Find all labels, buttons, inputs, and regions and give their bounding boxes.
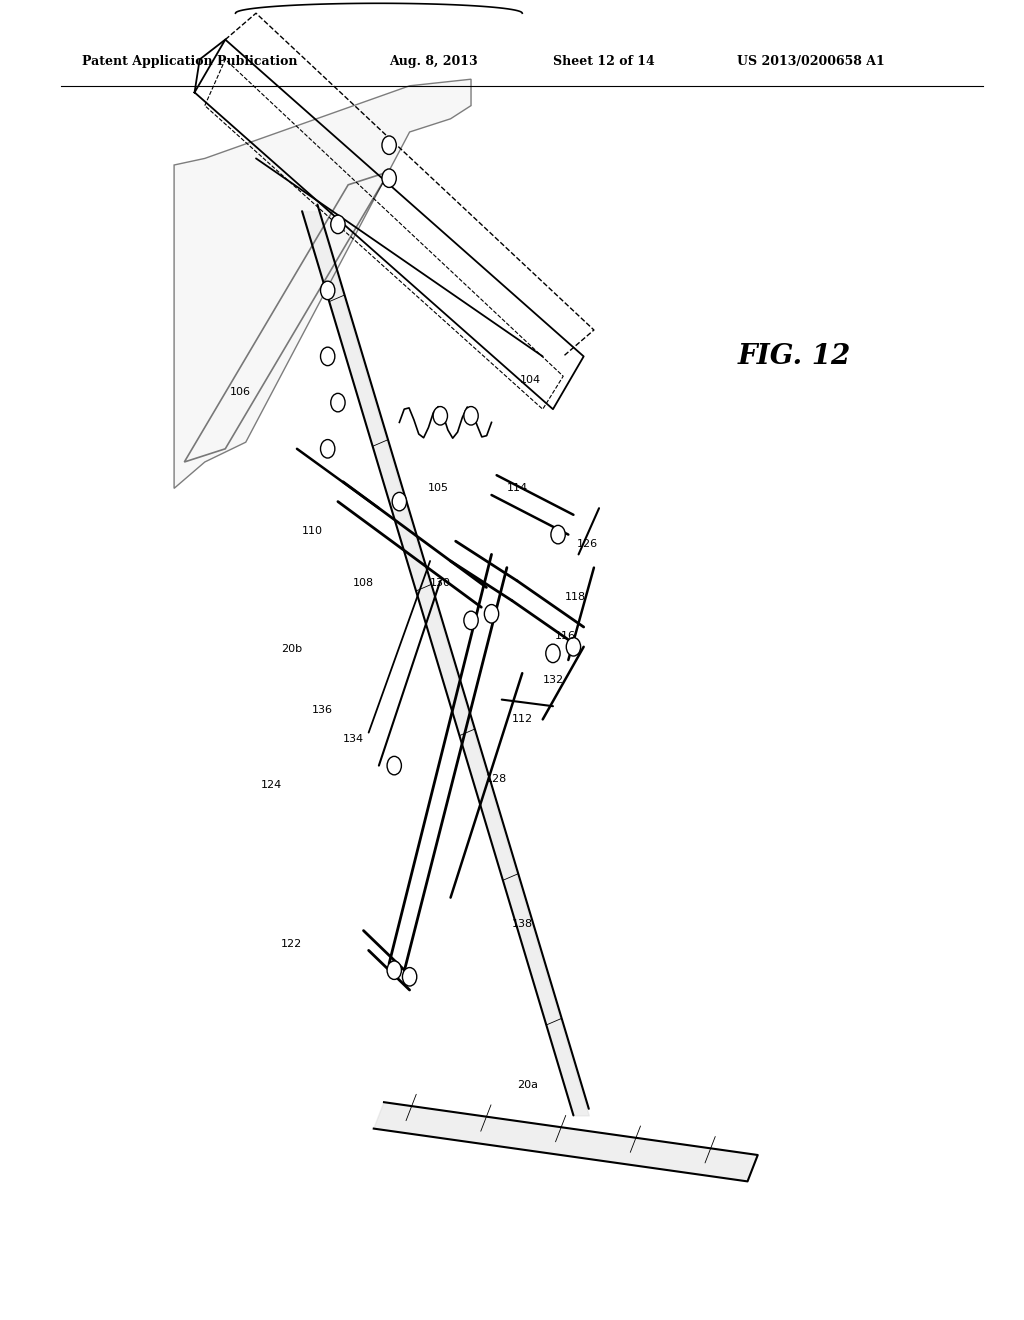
Text: 20b: 20b	[282, 644, 302, 655]
Text: Aug. 8, 2013: Aug. 8, 2013	[389, 55, 478, 69]
Text: 110: 110	[302, 525, 323, 536]
Circle shape	[546, 644, 560, 663]
Text: 20a: 20a	[517, 1080, 538, 1090]
Circle shape	[551, 525, 565, 544]
Text: 106: 106	[230, 387, 251, 397]
Circle shape	[433, 407, 447, 425]
Text: 118: 118	[565, 591, 586, 602]
Circle shape	[331, 393, 345, 412]
Text: 134: 134	[343, 734, 364, 744]
Polygon shape	[174, 79, 471, 488]
Circle shape	[382, 169, 396, 187]
Text: FIG. 12: FIG. 12	[737, 343, 851, 370]
Circle shape	[321, 440, 335, 458]
Text: 114: 114	[507, 483, 527, 494]
Text: 105: 105	[428, 483, 449, 494]
Text: 128: 128	[486, 774, 507, 784]
Text: US 2013/0200658 A1: US 2013/0200658 A1	[737, 55, 885, 69]
Text: 138: 138	[512, 919, 532, 929]
Text: 108: 108	[353, 578, 374, 589]
Circle shape	[321, 281, 335, 300]
Text: 116: 116	[555, 631, 575, 642]
Text: 136: 136	[312, 705, 333, 715]
Text: 122: 122	[282, 939, 302, 949]
Circle shape	[387, 961, 401, 979]
Text: Patent Application Publication: Patent Application Publication	[82, 55, 297, 69]
Text: 126: 126	[578, 539, 598, 549]
Circle shape	[382, 136, 396, 154]
Circle shape	[464, 611, 478, 630]
Text: 104: 104	[520, 375, 541, 385]
Circle shape	[464, 407, 478, 425]
Circle shape	[566, 638, 581, 656]
Text: 132: 132	[543, 675, 563, 685]
Circle shape	[321, 347, 335, 366]
Polygon shape	[374, 1102, 758, 1181]
Text: 112: 112	[512, 714, 532, 725]
Text: Sheet 12 of 14: Sheet 12 of 14	[553, 55, 654, 69]
Circle shape	[402, 968, 417, 986]
Circle shape	[331, 215, 345, 234]
Circle shape	[392, 492, 407, 511]
Text: 130: 130	[430, 578, 451, 589]
Circle shape	[484, 605, 499, 623]
Text: 124: 124	[261, 780, 282, 791]
Circle shape	[387, 756, 401, 775]
